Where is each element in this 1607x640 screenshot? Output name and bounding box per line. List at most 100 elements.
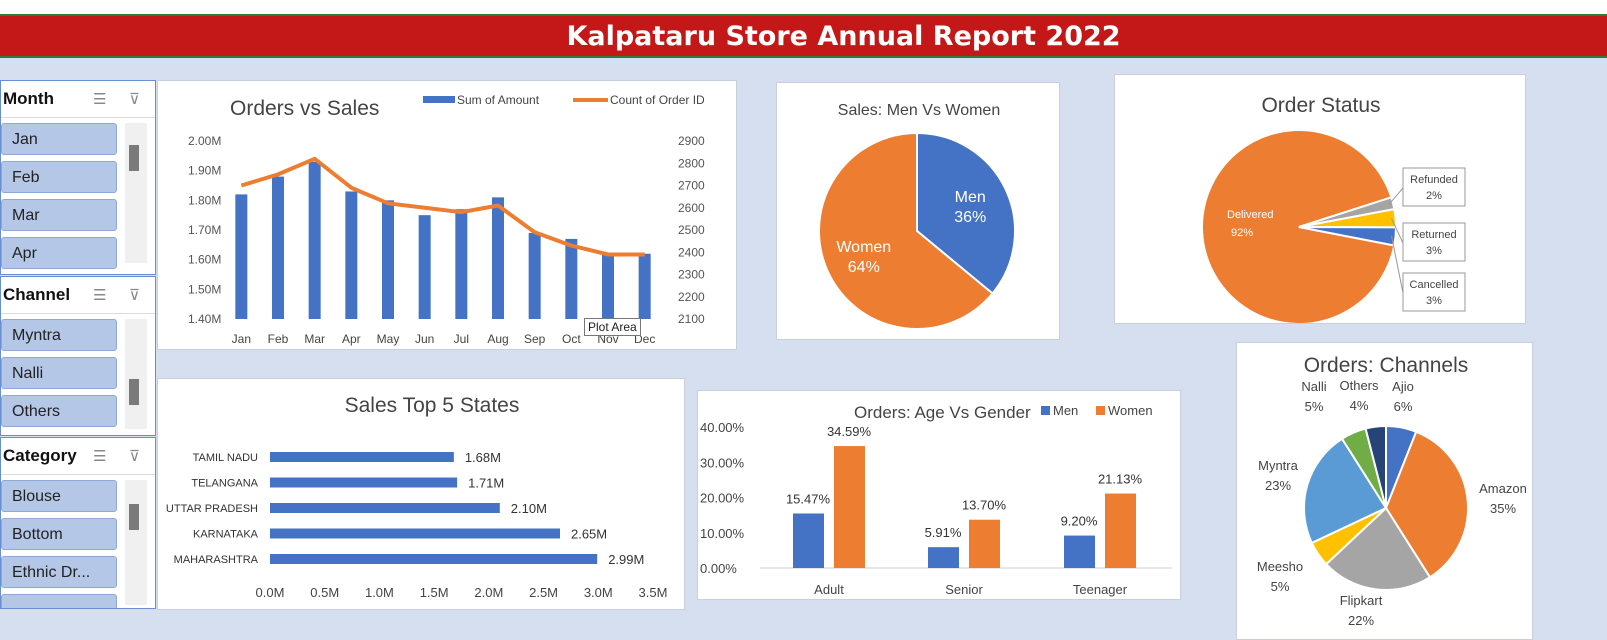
data-label-adult-men: 15.47%: [786, 491, 831, 506]
slice-label-women: Women: [836, 239, 891, 256]
slice-value-women: 64%: [848, 259, 880, 276]
clear-filter-icon[interactable]: ⊽: [129, 91, 140, 108]
y-tick: 40.00%: [700, 420, 745, 435]
slice-value-refunded: 2%: [1426, 190, 1442, 202]
callout-box-refunded: [1402, 167, 1466, 207]
callout-box-cancelled: [1402, 272, 1466, 312]
y-tick: 0.00%: [700, 561, 737, 576]
bar-mar: [308, 161, 321, 319]
multiselect-icon[interactable]: ☰: [93, 448, 107, 465]
orders-age-gender-chart: Orders: Age Vs Gender Men Women 40.00% 30.00…: [700, 403, 1172, 597]
bar-jan: [235, 194, 248, 319]
slice-value-myntra: 23%: [1265, 478, 1291, 493]
legend-label-women: Women: [1108, 403, 1153, 418]
data-label-maharashtra: 2.99M: [608, 552, 644, 567]
slicer-item-apr[interactable]: Apr: [1, 237, 117, 269]
data-label-teenager-women: 21.13%: [1098, 472, 1143, 487]
bar-adult-men: [793, 513, 824, 568]
x-tick: 0.5M: [310, 585, 339, 600]
bar-nov: [602, 253, 614, 319]
category-slicer-title: Category: [3, 446, 77, 465]
slicer-item-myntra[interactable]: Myntra: [1, 319, 117, 351]
slicer-item-ethnic-dress[interactable]: Ethnic Dr...: [1, 556, 117, 588]
bar-karnataka: [270, 528, 560, 539]
data-label-senior-women: 13.70%: [962, 498, 1007, 513]
slice-value-nalli: 5%: [1305, 399, 1324, 414]
x-tick: 3.0M: [584, 585, 613, 600]
x-tick: 1.5M: [420, 585, 449, 600]
y-left-tick: 1.80M: [188, 193, 221, 207]
slice-value-returned: 3%: [1426, 245, 1442, 257]
slice-label-meesho: Meesho: [1257, 559, 1303, 574]
slicer-item-mar[interactable]: Mar: [1, 199, 117, 231]
slicer-item-jan[interactable]: Jan: [1, 123, 117, 155]
slice-value-meesho: 5%: [1271, 579, 1290, 594]
month-slicer[interactable]: Month ☰ ⊽ Jan Feb Mar Apr: [0, 80, 156, 275]
slice-men: [916, 131, 1016, 295]
orders-vs-sales-panel[interactable]: Orders vs Sales Sum of Amount Count of Ord…: [157, 80, 737, 350]
channel-slicer[interactable]: Channel ☰ ⊽ Myntra Nalli Others: [0, 276, 156, 436]
slice-flipkart: [1324, 506, 1432, 591]
slice-value-flipkart: 22%: [1348, 613, 1374, 628]
legend-label-men: Men: [1053, 403, 1078, 418]
y-right-tick: 2600: [678, 201, 705, 215]
month-slicer-scroll-thumb[interactable]: [129, 145, 139, 171]
sales-men-women-chart: Sales: Men Vs Women Men 36% Women 64%: [818, 102, 1016, 330]
y-tick-maharashtra: MAHARASHTRA: [174, 554, 259, 566]
channel-slicer-scrollbar[interactable]: [125, 319, 147, 429]
multiselect-icon[interactable]: ☰: [93, 91, 107, 108]
slicer-item-others[interactable]: Others: [1, 395, 117, 427]
channel-slicer-title: Channel: [3, 285, 71, 304]
orders-channels-chart: Orders: Channels Ajio 6% Amazon 35% Flipkart 2…: [1257, 354, 1527, 628]
chart-title: Orders vs Sales: [230, 97, 379, 120]
y-right-tick: 2200: [678, 290, 705, 304]
category-slicer[interactable]: Category ☰ ⊽ Blouse Bottom Ethnic Dr...: [0, 437, 156, 609]
order-status-panel[interactable]: Order Status Delivered 92% Refunded 2% Return…: [1114, 74, 1526, 324]
y-left-tick: 2.00M: [188, 134, 221, 148]
top-strip: [0, 0, 1607, 14]
slice-value-ajio: 6%: [1394, 399, 1413, 414]
slice-value-men: 36%: [954, 209, 986, 226]
month-slicer-scrollbar[interactable]: [125, 123, 147, 263]
slice-others: [1364, 424, 1387, 509]
slicer-item-bottom[interactable]: Bottom: [1, 518, 117, 550]
y-left-tick: 1.90M: [188, 164, 221, 178]
bar-senior-women: [969, 519, 1000, 568]
bar-aug: [492, 197, 504, 319]
sales-men-women-panel[interactable]: Sales: Men Vs Women Men 36% Women 64%: [776, 82, 1060, 340]
slicer-item-feb[interactable]: Feb: [1, 161, 117, 193]
slice-label-refunded: Refunded: [1410, 174, 1458, 186]
x-tick-may: May: [377, 332, 400, 346]
bar-dec: [638, 253, 651, 319]
orders-channels-panel[interactable]: Orders: Channels Ajio 6% Amazon 35% Flipkart 2…: [1236, 342, 1533, 640]
slicer-item-partial[interactable]: [1, 594, 117, 608]
slice-value-cancelled: 3%: [1426, 295, 1442, 307]
multiselect-icon[interactable]: ☰: [93, 287, 107, 304]
x-tick-jul: Jul: [454, 332, 469, 346]
y-tick-karnataka: KARNATAKA: [193, 529, 259, 541]
slicer-item-nalli[interactable]: Nalli: [1, 357, 117, 389]
clear-filter-icon[interactable]: ⊽: [129, 448, 140, 465]
slice-label-cancelled: Cancelled: [1410, 279, 1459, 291]
bar-teenager-women: [1105, 493, 1136, 568]
channel-slicer-scroll-thumb[interactable]: [129, 379, 139, 405]
x-tick-apr: Apr: [342, 332, 361, 346]
bar-senior-men: [928, 547, 959, 568]
callout-box-returned: [1402, 222, 1466, 262]
y-right-tick: 2400: [678, 245, 705, 259]
bar-jul: [455, 209, 468, 319]
slice-delivered: [1201, 129, 1396, 323]
chart-title: Order Status: [1261, 94, 1380, 117]
slice-value-delivered: 92%: [1231, 227, 1253, 239]
category-slicer-scroll-thumb[interactable]: [129, 504, 139, 530]
category-slicer-scrollbar[interactable]: [125, 480, 147, 605]
sales-top5-states-panel[interactable]: Sales Top 5 States TAMIL NADU 1.68M TELANGA…: [157, 378, 685, 610]
slice-label-nalli: Nalli: [1301, 379, 1326, 394]
orders-age-gender-panel[interactable]: Orders: Age Vs Gender Men Women 40.00% 30.00…: [697, 390, 1181, 600]
slice-label-amazon: Amazon: [1479, 481, 1527, 496]
slicer-item-blouse[interactable]: Blouse: [1, 480, 117, 512]
y-right-tick: 2900: [678, 134, 705, 148]
bar-apr: [345, 191, 358, 319]
bar-uttar-pradesh: [270, 503, 500, 513]
clear-filter-icon[interactable]: ⊽: [129, 287, 140, 304]
